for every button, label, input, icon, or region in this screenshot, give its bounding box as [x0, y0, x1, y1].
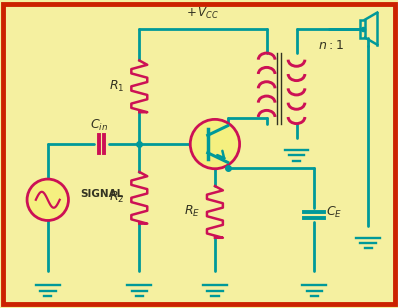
Text: SIGNAL: SIGNAL: [80, 189, 124, 199]
Text: $C_{in}$: $C_{in}$: [90, 118, 109, 133]
Circle shape: [190, 120, 240, 169]
Text: $n:1$: $n:1$: [318, 39, 344, 52]
FancyBboxPatch shape: [3, 4, 395, 304]
Text: $C_E$: $C_E$: [326, 205, 343, 221]
Text: $+\,V_{CC}$: $+\,V_{CC}$: [186, 6, 220, 22]
Circle shape: [27, 179, 68, 221]
Text: $R_1$: $R_1$: [109, 79, 124, 94]
Text: $R_E$: $R_E$: [183, 205, 200, 220]
Text: $R_2$: $R_2$: [109, 190, 124, 205]
Bar: [360, 20, 365, 38]
